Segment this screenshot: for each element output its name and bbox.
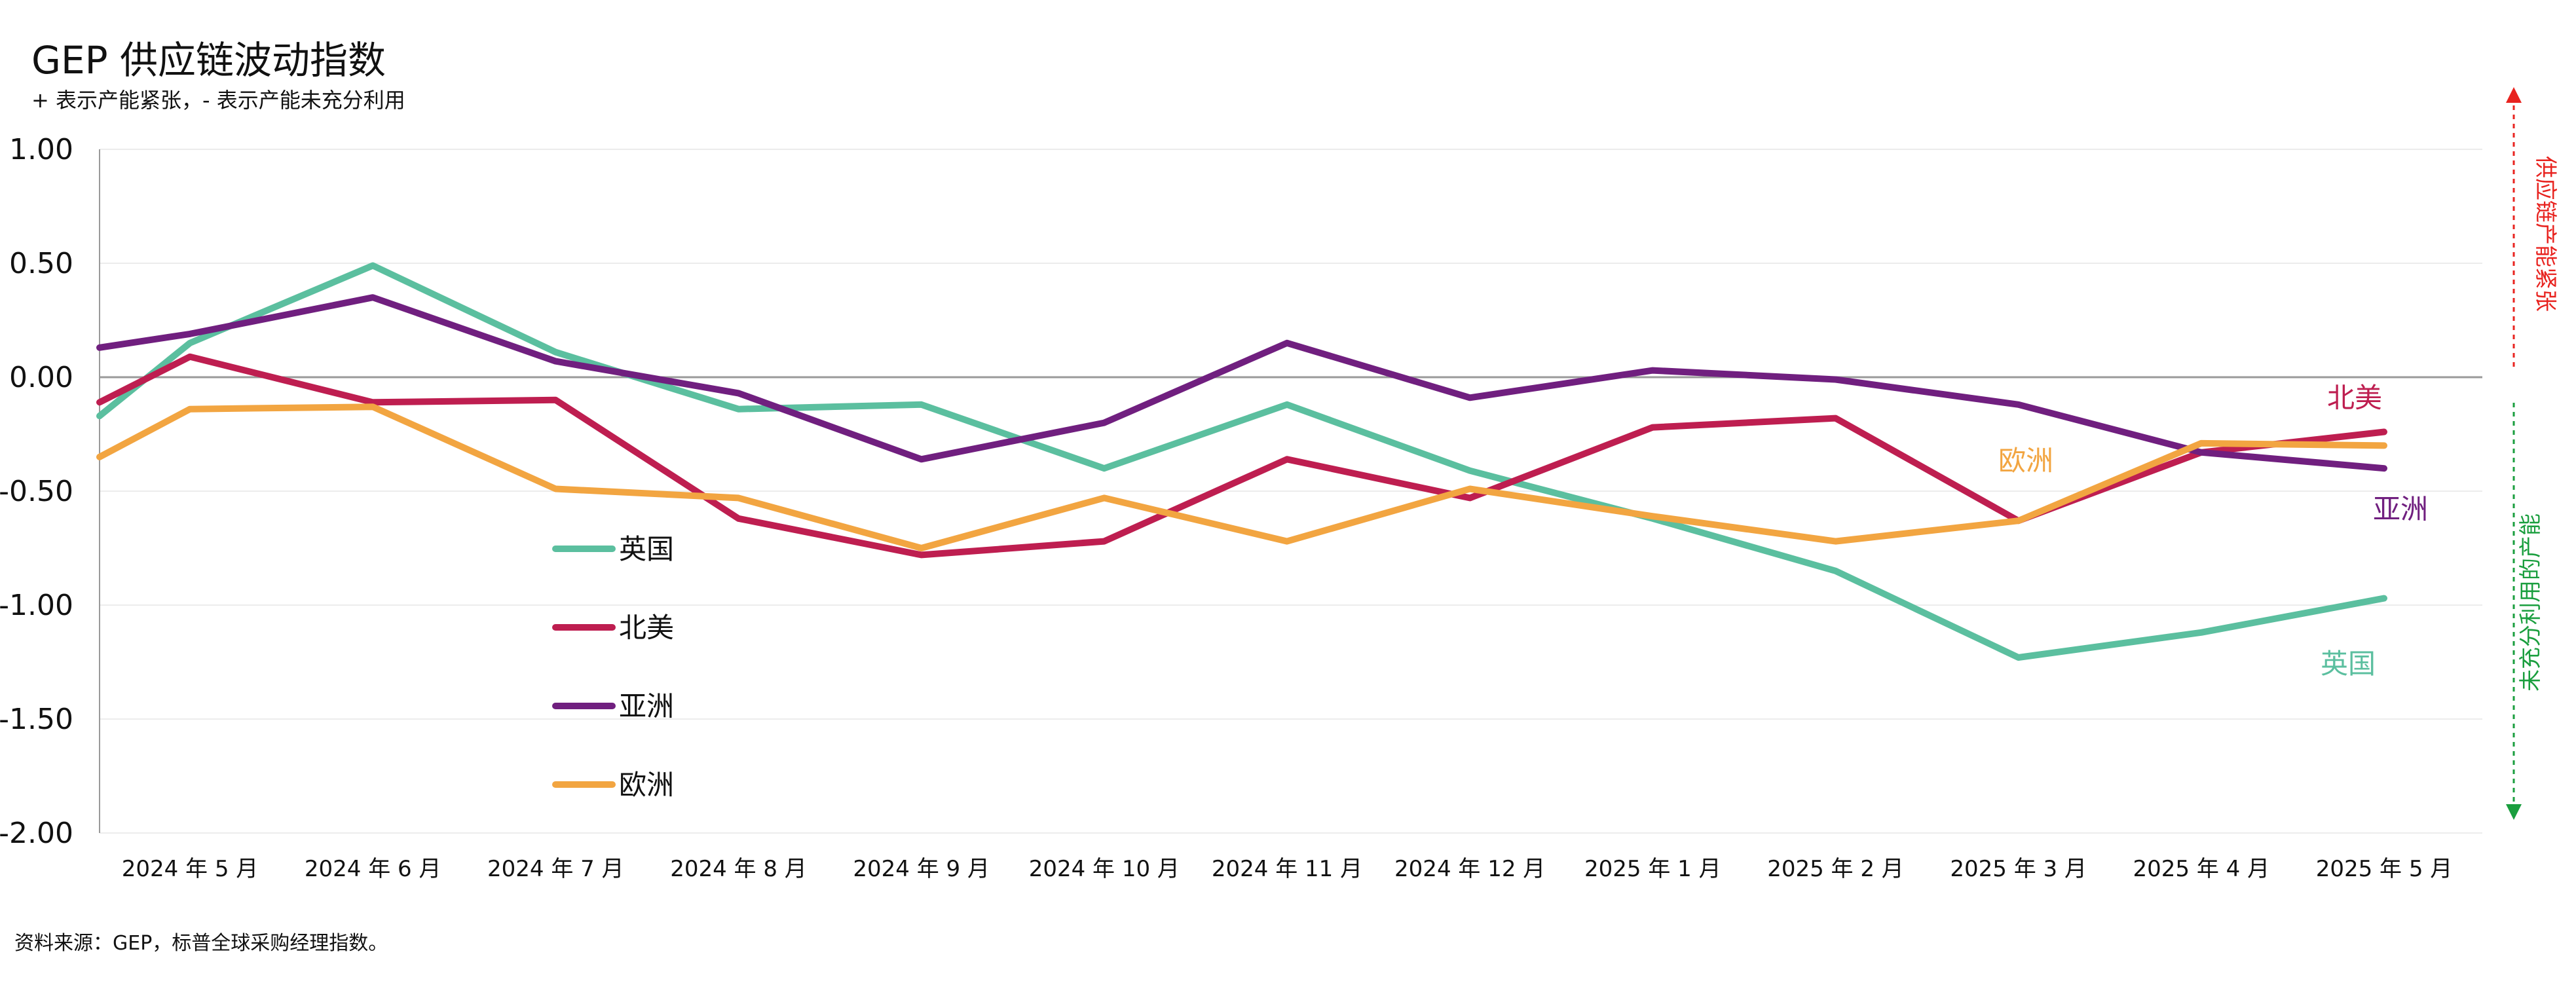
- x-tick-label: 2024 年 5 月: [122, 856, 259, 882]
- series-lines: [96, 262, 2387, 661]
- series-end-label-2: 亚洲: [2373, 493, 2428, 525]
- side-indicators: 供应链产能紧张 未充分利用的产能: [2506, 87, 2558, 820]
- x-tick-label: 2024 年 11 月: [1212, 856, 1362, 882]
- series-line-0: [96, 262, 2387, 661]
- legend-label-2: 亚洲: [619, 690, 674, 722]
- y-tick-label: -1.50: [0, 703, 73, 736]
- series-line-1: [96, 353, 2387, 559]
- x-tick-label: 2025 年 1 月: [1584, 856, 1721, 882]
- x-tick-label: 2025 年 4 月: [2133, 856, 2270, 882]
- x-axis: 2024 年 5 月 2024 年 6 月 2024 年 7 月 2024 年 8 月…: [122, 856, 2453, 882]
- series-end-label-0: 英国: [2321, 648, 2376, 680]
- y-tick-label: -0.50: [0, 475, 73, 508]
- chart-subtitle: + 表示产能紧张，- 表示产能未充分利用: [31, 88, 405, 113]
- x-tick-label: 2024 年 6 月: [305, 856, 441, 882]
- series-line-2: [96, 294, 2387, 472]
- side-label-bottom: 未充分利用的产能: [2518, 513, 2544, 692]
- x-tick-label: 2025 年 3 月: [1950, 856, 2087, 882]
- series-line-3: [96, 403, 2387, 551]
- y-tick-label: 0.50: [9, 247, 73, 280]
- y-tick-label: -1.00: [0, 589, 73, 622]
- y-tick-label: 1.00: [9, 133, 73, 166]
- source-note: 资料来源：GEP，标普全球采购经理指数。: [14, 932, 388, 955]
- grid: [99, 149, 2482, 834]
- y-axis: 1.00 0.50 0.00 -0.50 -1.00 -1.50 -2.00: [0, 133, 73, 850]
- x-tick-label: 2024 年 10 月: [1029, 856, 1180, 882]
- legend-label-3: 欧洲: [619, 769, 674, 801]
- x-tick-label: 2025 年 2 月: [1767, 856, 1904, 882]
- legend-label-0: 英国: [619, 533, 674, 565]
- series-end-label-3: 欧洲: [1998, 445, 2053, 477]
- x-tick-label: 2024 年 7 月: [487, 856, 624, 882]
- y-tick-label: -2.00: [0, 817, 73, 850]
- x-tick-label: 2024 年 8 月: [670, 856, 807, 882]
- x-tick-label: 2025 年 5 月: [2316, 856, 2453, 882]
- series-end-label-1: 北美: [2327, 382, 2382, 414]
- side-label-top: 供应链产能紧张: [2532, 156, 2558, 312]
- x-tick-label: 2024 年 9 月: [853, 856, 990, 882]
- chart-title: GEP 供应链波动指数: [31, 38, 386, 83]
- y-tick-label: 0.00: [9, 361, 73, 394]
- x-tick-label: 2024 年 12 月: [1394, 856, 1545, 882]
- legend-label-1: 北美: [619, 612, 674, 644]
